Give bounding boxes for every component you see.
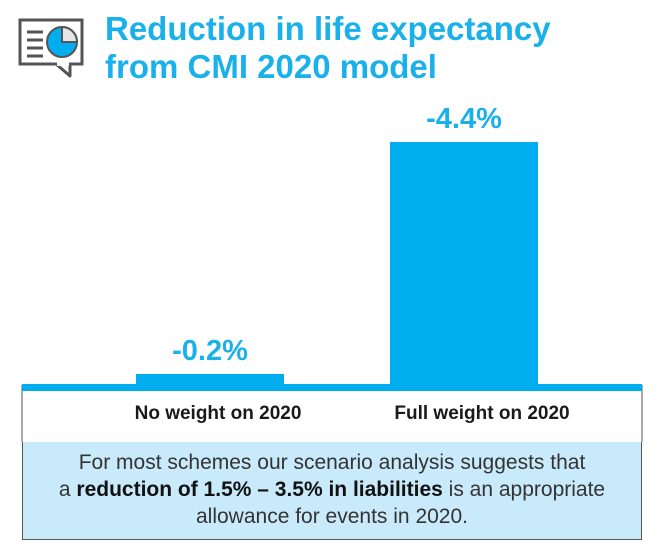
chart-title-line-2: from CMI 2020 model [105, 48, 437, 85]
info-line-2: a reduction of 1.5% – 3.5% in liabilitie… [23, 476, 641, 503]
chart-title-line-1: Reduction in life expectancy [105, 10, 551, 47]
chart-title: Reduction in life expectancy from CMI 20… [105, 10, 645, 86]
info-line-3: allowance for events in 2020. [195, 505, 468, 528]
category-label: Full weight on 2020 [394, 403, 569, 424]
info-highlight: reduction of 1.5% – 3.5% in liabilities [76, 478, 443, 501]
bar [390, 142, 538, 385]
bar [136, 373, 284, 385]
info-line-2-suffix: is an appropriate [442, 478, 606, 501]
bar-value-label: -4.4% [426, 103, 502, 135]
info-line-2-prefix: a [58, 478, 77, 501]
info-box: For most schemes our scenario analysis s… [22, 442, 642, 540]
chart-in-speech-bubble-icon [18, 14, 88, 84]
bar-value-label: -0.2% [172, 335, 248, 367]
info-line-1: For most schemes our scenario analysis s… [78, 451, 586, 474]
baseline-axis [22, 384, 642, 391]
category-label: No weight on 2020 [135, 403, 302, 424]
bar-chart: -0.2% No weight on 2020 -4.4% Full weight o… [21, 103, 643, 442]
